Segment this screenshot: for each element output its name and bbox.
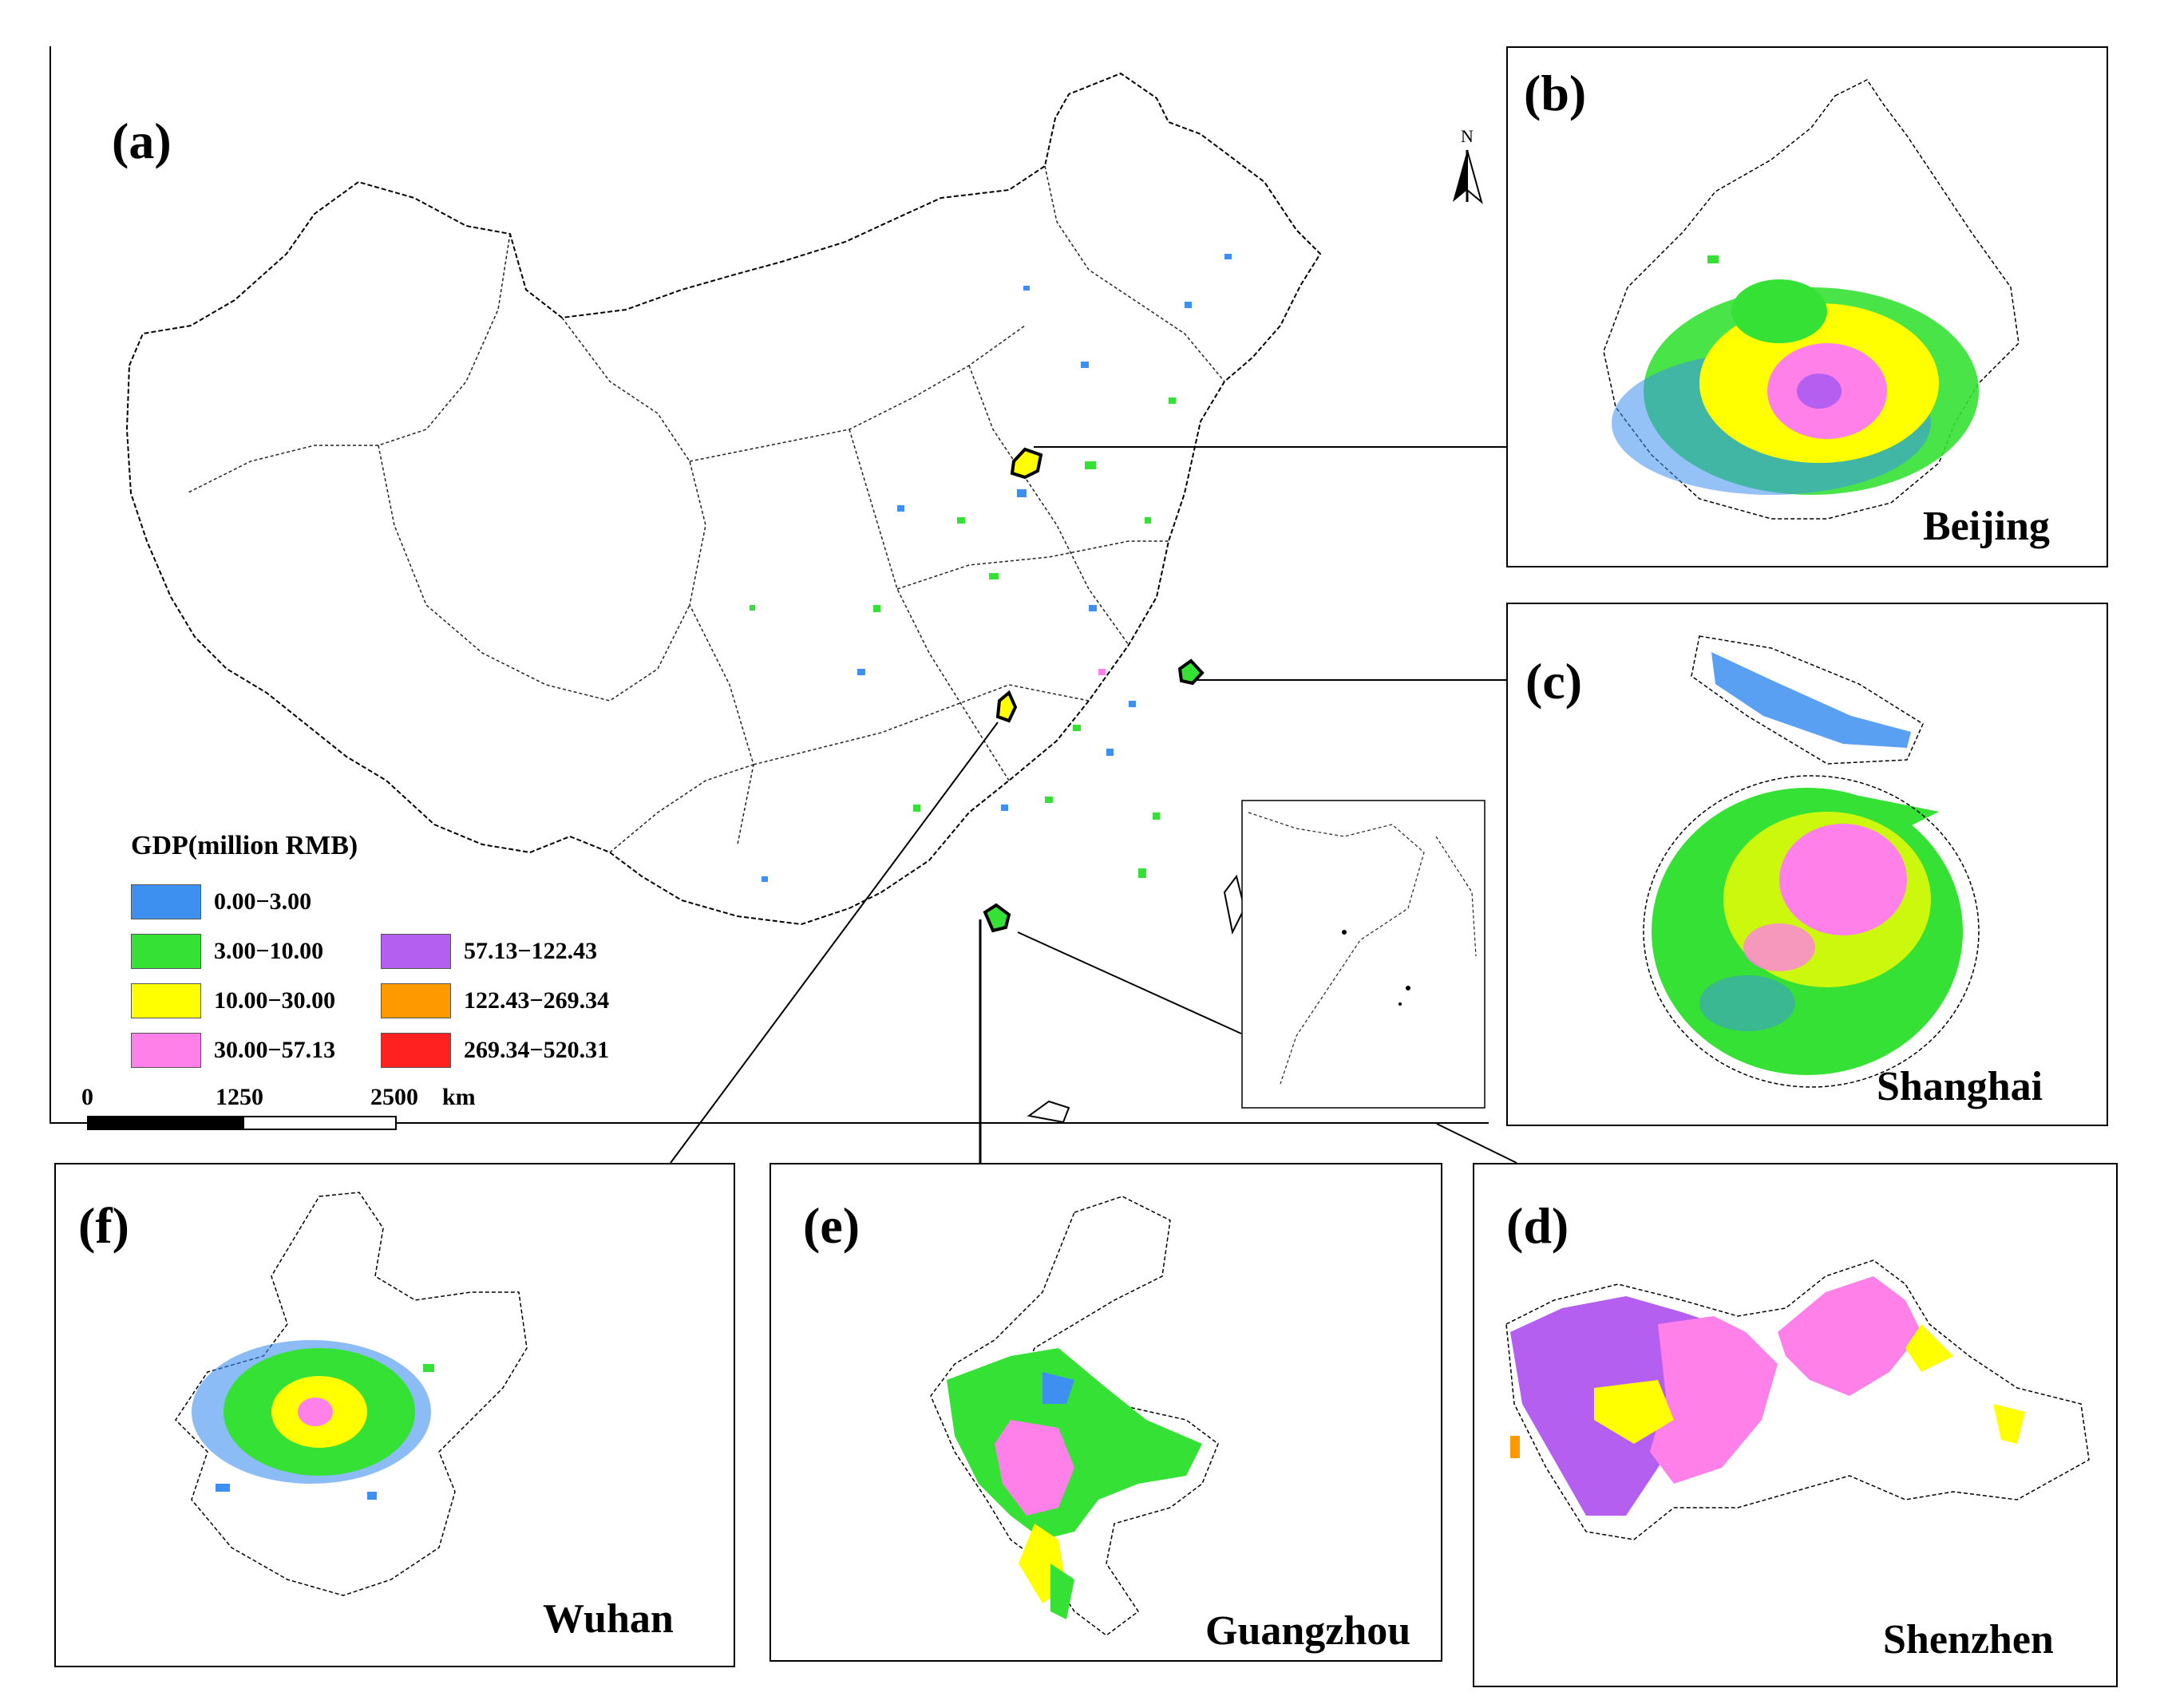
legend-swatch [131,884,201,919]
beijing-map [1603,79,2020,520]
legend-swatch [381,934,451,969]
hainan-island [1027,1100,1070,1124]
legend-label: 122.43−269.34 [464,987,610,1014]
province-boundary [186,233,511,494]
province-boundary [561,317,754,845]
shanghai-label: Shanghai [1877,1064,2043,1109]
scale-bar-white [243,1116,397,1130]
shanghai-map [1643,635,1980,1088]
beijing-panel: (b) Beijing [1506,46,2108,567]
legend-swatch [131,934,201,969]
guangzhou-panel: (e) Guangzhou [769,1163,1442,1662]
gdp-specks [750,254,1232,882]
wuhan-map [175,1192,528,1596]
legend-item: 3.00−10.00 [131,934,323,969]
legend-label: 10.00−30.00 [214,987,336,1014]
shenzhen-map [1505,1259,2090,1540]
shenzhen-label: Shenzhen [1883,1617,2054,1663]
scale-unit: km [442,1084,476,1110]
shanghai-panel: (c) Shanghai [1506,603,2108,1126]
scale-tick-2500: 2500 [370,1084,418,1110]
beijing-highlight [1010,447,1043,480]
panel-d-label: (d) [1506,1197,1569,1254]
province-boundary [753,684,1090,765]
national-border [125,72,1322,926]
province-boundary [609,764,754,853]
legend-label: 30.00−57.13 [214,1037,336,1063]
guangzhou-label: Guangzhou [1205,1608,1411,1654]
legend-swatch [131,1033,201,1068]
legend-item: 0.00−3.00 [131,884,311,919]
guangzhou-map [930,1196,1219,1636]
legend-item: 269.34−520.31 [381,1033,609,1068]
guangzhou-highlight [983,903,1011,933]
wuhan-label: Wuhan [543,1596,674,1642]
legend-title: GDP(million RMB) [131,831,358,860]
legend-swatch [131,983,201,1018]
legend-swatch [381,1033,451,1068]
china-map [125,72,1486,1124]
legend-label: 0.00−3.00 [214,888,312,915]
wuhan-panel: (f) Wuhan [54,1163,735,1667]
scale-bar-black [87,1116,243,1130]
legend-label: 3.00−10.00 [214,938,324,964]
panel-a-label: (a) [112,113,172,169]
legend-label: 57.13−122.43 [464,938,598,964]
legend-item: 30.00−57.13 [131,1033,335,1068]
panel-b-label: (b) [1524,65,1587,121]
scale-tick-1250: 1250 [216,1084,263,1110]
province-boundary [689,325,1026,462]
province-boundary [1044,165,1225,382]
beijing-label: Beijing [1923,504,2050,549]
north-arrow-icon [1453,149,1483,204]
scale-tick-0: 0 [81,1084,93,1110]
legend-item: 10.00−30.00 [131,983,335,1018]
province-boundary [849,429,1010,781]
national-map-panel: (a) [49,46,1489,1130]
wuhan-highlight [995,690,1018,723]
province-boundary [378,445,690,702]
shenzhen-panel: (d) Shenzhen [1473,1163,2118,1687]
panel-e-label: (e) [803,1197,860,1254]
legend-swatch [381,983,451,1018]
province-boundary [896,540,1169,590]
panel-c-label: (c) [1525,653,1583,710]
province-boundary [968,365,1129,646]
legend-label: 269.34−520.31 [464,1037,610,1063]
north-label: N [1461,126,1474,146]
legend-item: 57.13−122.43 [381,934,597,969]
panel-f-label: (f) [78,1197,129,1254]
shanghai-highlight [1177,658,1205,686]
legend-item: 122.43−269.34 [381,983,609,1018]
south-china-sea-inset [1241,800,1486,1109]
